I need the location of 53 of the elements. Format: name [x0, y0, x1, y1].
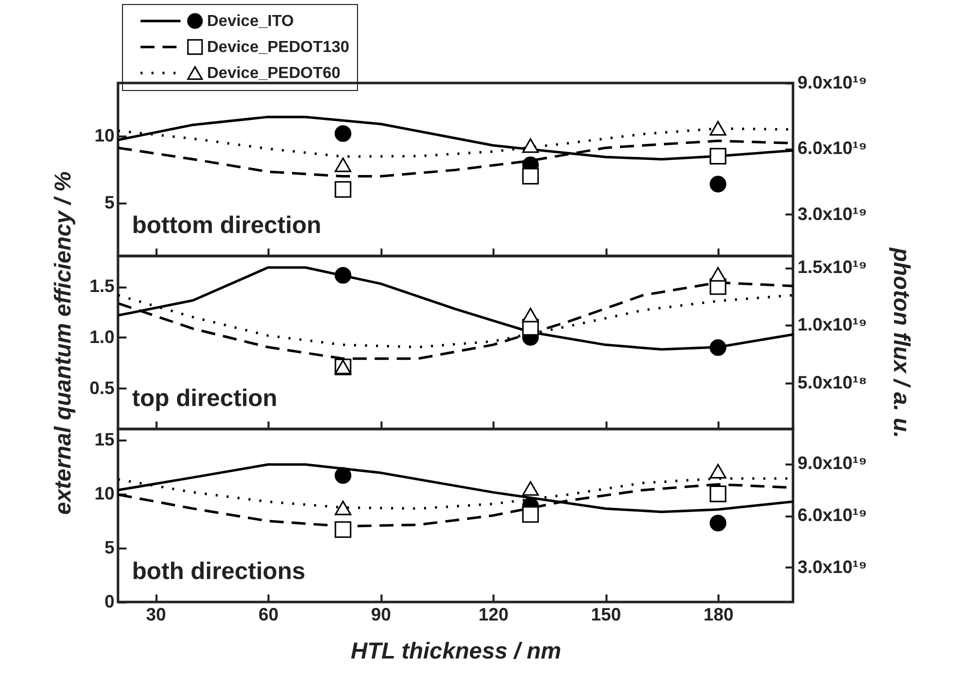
- y-tick-label: 0: [104, 592, 114, 612]
- x-tick-label: 60: [258, 604, 279, 624]
- point: [522, 138, 539, 153]
- annotation: both directions: [132, 558, 306, 585]
- y-tick-label: 1.5: [89, 276, 114, 296]
- y-tick-label: 5: [104, 537, 114, 558]
- point: [710, 339, 726, 356]
- y-tick-label: 10: [94, 483, 114, 504]
- x-tick-label: 180: [703, 604, 734, 624]
- y2-tick-label: 6.0x10¹⁹: [798, 505, 868, 525]
- point: [710, 464, 726, 478]
- point: [334, 500, 352, 516]
- point: [522, 481, 539, 496]
- y2-tick-label: 5.0x10¹⁸: [798, 372, 868, 392]
- y-tick-label: 0.5: [89, 378, 114, 398]
- point: [334, 521, 352, 538]
- legend-label: Device_PEDOT130: [207, 39, 350, 56]
- annotation: top direction: [132, 385, 278, 412]
- point: [710, 514, 726, 532]
- point: [710, 148, 726, 165]
- x-tick-label: 150: [590, 604, 622, 624]
- point: [334, 125, 352, 142]
- point: [334, 267, 352, 284]
- point: [710, 120, 726, 136]
- y-tick-label: 5: [104, 192, 114, 212]
- y2-tick-label: 3.0x10¹⁹: [798, 204, 868, 224]
- y2-axis-title: photon flux / a. u.: [889, 246, 916, 438]
- annotation: bottom direction: [132, 212, 322, 239]
- y2-tick-label: 9.0x10¹⁹: [798, 453, 868, 474]
- y2-tick-label: 1.0x10¹⁹: [798, 314, 868, 335]
- x-tick-label: 120: [478, 604, 509, 624]
- legend-label: Device_PEDOT60: [207, 65, 341, 82]
- legend-label: Device_ITO: [207, 13, 294, 30]
- point: [334, 158, 352, 172]
- point: [522, 168, 539, 184]
- point: [710, 176, 726, 192]
- point: [334, 467, 352, 484]
- point: [710, 486, 726, 502]
- point: [522, 308, 539, 322]
- y-axis-title: external quantum efficiency / %: [49, 171, 76, 515]
- y-tick-label: 10: [94, 126, 114, 146]
- point: [710, 267, 726, 282]
- y2-tick-label: 6.0x10¹⁹: [798, 138, 868, 158]
- point: [522, 506, 539, 523]
- y2-tick-label: 9.0x10¹⁹: [798, 72, 868, 92]
- y-tick-label: 15: [94, 429, 114, 450]
- point: [334, 181, 352, 198]
- y-tick-label: 1.0: [89, 326, 114, 347]
- x-axis-title: HTL thickness / nm: [350, 638, 562, 664]
- x-tick-label: 90: [370, 604, 392, 624]
- y2-tick-label: 1.5x10¹⁹: [798, 257, 868, 278]
- y2-tick-label: 3.0x10¹⁹: [798, 556, 868, 577]
- x-tick-label: 30: [146, 604, 166, 624]
